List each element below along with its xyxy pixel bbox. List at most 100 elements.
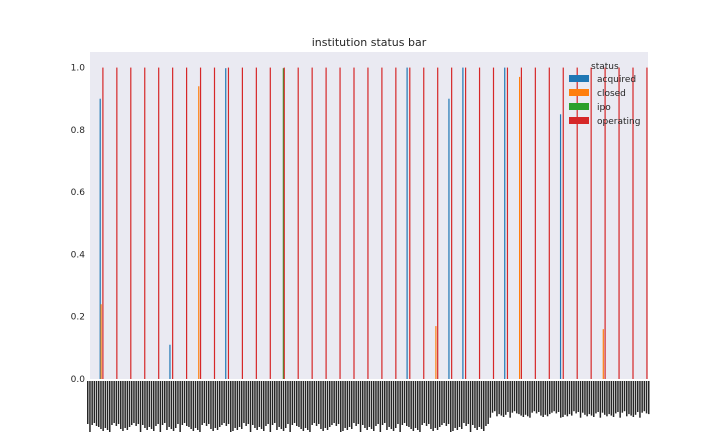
- x-tick-label: [454, 381, 456, 428]
- x-tick-label: [502, 381, 505, 417]
- bar-operating: [562, 67, 564, 379]
- x-tick-label: [430, 381, 432, 429]
- bar-acquired: [225, 68, 227, 379]
- x-tick-label: [115, 381, 118, 426]
- x-tick-label: [586, 381, 588, 417]
- x-tick-label: [593, 381, 595, 417]
- x-tick-label: [648, 381, 650, 415]
- x-tick-label: [183, 381, 186, 423]
- x-tick-label: [93, 381, 96, 423]
- x-tick-label: [511, 381, 514, 413]
- plot-area-background: [90, 52, 648, 379]
- bar-operating: [506, 67, 509, 379]
- x-tick-label: [604, 381, 606, 415]
- x-tick-label: [443, 381, 445, 423]
- bar-operating: [534, 67, 536, 379]
- x-tick-label: [564, 381, 566, 415]
- x-tick-label: [634, 381, 637, 415]
- x-tick-label: [498, 381, 500, 415]
- bar-operating: [590, 67, 592, 379]
- x-tick-label: [386, 381, 388, 430]
- x-tick-label: [159, 381, 162, 432]
- x-tick-label: [164, 381, 166, 423]
- x-tick-label: [505, 381, 507, 415]
- x-tick-label: [315, 381, 318, 426]
- bar-closed: [519, 76, 521, 379]
- x-tick-label: [562, 381, 564, 417]
- x-tick-label: [395, 381, 397, 428]
- x-tick-label: [626, 381, 628, 417]
- x-tick-label: [478, 381, 481, 427]
- x-tick-label: [201, 381, 203, 425]
- bar-operating: [520, 67, 522, 379]
- x-tick-label: [221, 381, 223, 425]
- x-tick-label: [390, 381, 393, 429]
- x-tick-label: [590, 381, 593, 416]
- x-tick-label: [300, 381, 302, 429]
- x-tick-label: [573, 381, 575, 412]
- x-tick-label: [126, 381, 129, 430]
- bar-acquired: [169, 344, 171, 379]
- x-tick-label: [643, 381, 646, 412]
- x-tick-label: [342, 381, 344, 431]
- x-tick-label: [265, 381, 267, 426]
- x-tick-label: [507, 381, 509, 412]
- bar-operating: [158, 67, 160, 379]
- bar-operating: [437, 67, 439, 379]
- x-tick-label: [542, 381, 544, 417]
- legend-swatch-operating: [569, 117, 589, 124]
- x-tick-label: [445, 381, 448, 426]
- x-tick-label: [538, 381, 540, 412]
- bar-operating: [311, 67, 313, 379]
- x-tick-label: [252, 381, 254, 425]
- x-tick-label: [359, 381, 362, 432]
- x-tick-label: [439, 381, 441, 427]
- x-tick-label: [117, 381, 120, 424]
- x-tick-label: [373, 381, 375, 431]
- bar-operating: [632, 67, 634, 379]
- x-tick-label: [476, 381, 478, 430]
- x-tick-label: [555, 381, 558, 414]
- x-tick-label: [161, 381, 164, 425]
- x-tick-label: [135, 381, 137, 426]
- x-tick-label: [227, 381, 230, 424]
- x-tick-label: [254, 381, 256, 428]
- x-tick-label: [447, 381, 450, 424]
- x-tick-label: [318, 381, 320, 424]
- x-tick-label: [155, 381, 157, 426]
- x-tick-label: [450, 381, 452, 432]
- bar-operating: [227, 67, 230, 379]
- x-tick-label: [91, 381, 93, 425]
- x-tick-label: [469, 381, 472, 432]
- x-tick-label: [419, 381, 421, 432]
- x-tick-label: [168, 381, 170, 427]
- x-tick-label: [282, 381, 285, 431]
- x-tick-label: [307, 381, 309, 430]
- x-tick-label: [289, 381, 291, 432]
- bar-operating: [186, 67, 188, 379]
- bar-operating: [269, 67, 271, 379]
- x-tick-label: [337, 381, 340, 424]
- x-tick-label: [531, 381, 533, 413]
- x-tick-label: [210, 381, 212, 429]
- x-tick-label: [172, 381, 175, 431]
- x-tick-label: [500, 381, 503, 416]
- x-tick-label: [177, 381, 179, 424]
- x-tick-label: [274, 381, 276, 423]
- bar-operating: [241, 67, 243, 379]
- x-tick-label: [456, 381, 459, 430]
- x-tick-label: [641, 381, 643, 413]
- bars-group: [99, 67, 648, 380]
- x-tick-label: [557, 381, 560, 412]
- x-tick-label: [216, 381, 219, 430]
- x-tick-label: [612, 381, 615, 417]
- x-tick-label: [170, 381, 173, 429]
- x-tick-label: [377, 381, 379, 424]
- x-tick-label: [153, 381, 155, 431]
- x-tick-label: [100, 381, 102, 429]
- bar-operating: [548, 67, 550, 379]
- x-tick-label: [344, 381, 346, 428]
- bar-operating: [172, 67, 174, 379]
- bar-operating: [130, 67, 132, 379]
- x-tick-label: [392, 381, 395, 431]
